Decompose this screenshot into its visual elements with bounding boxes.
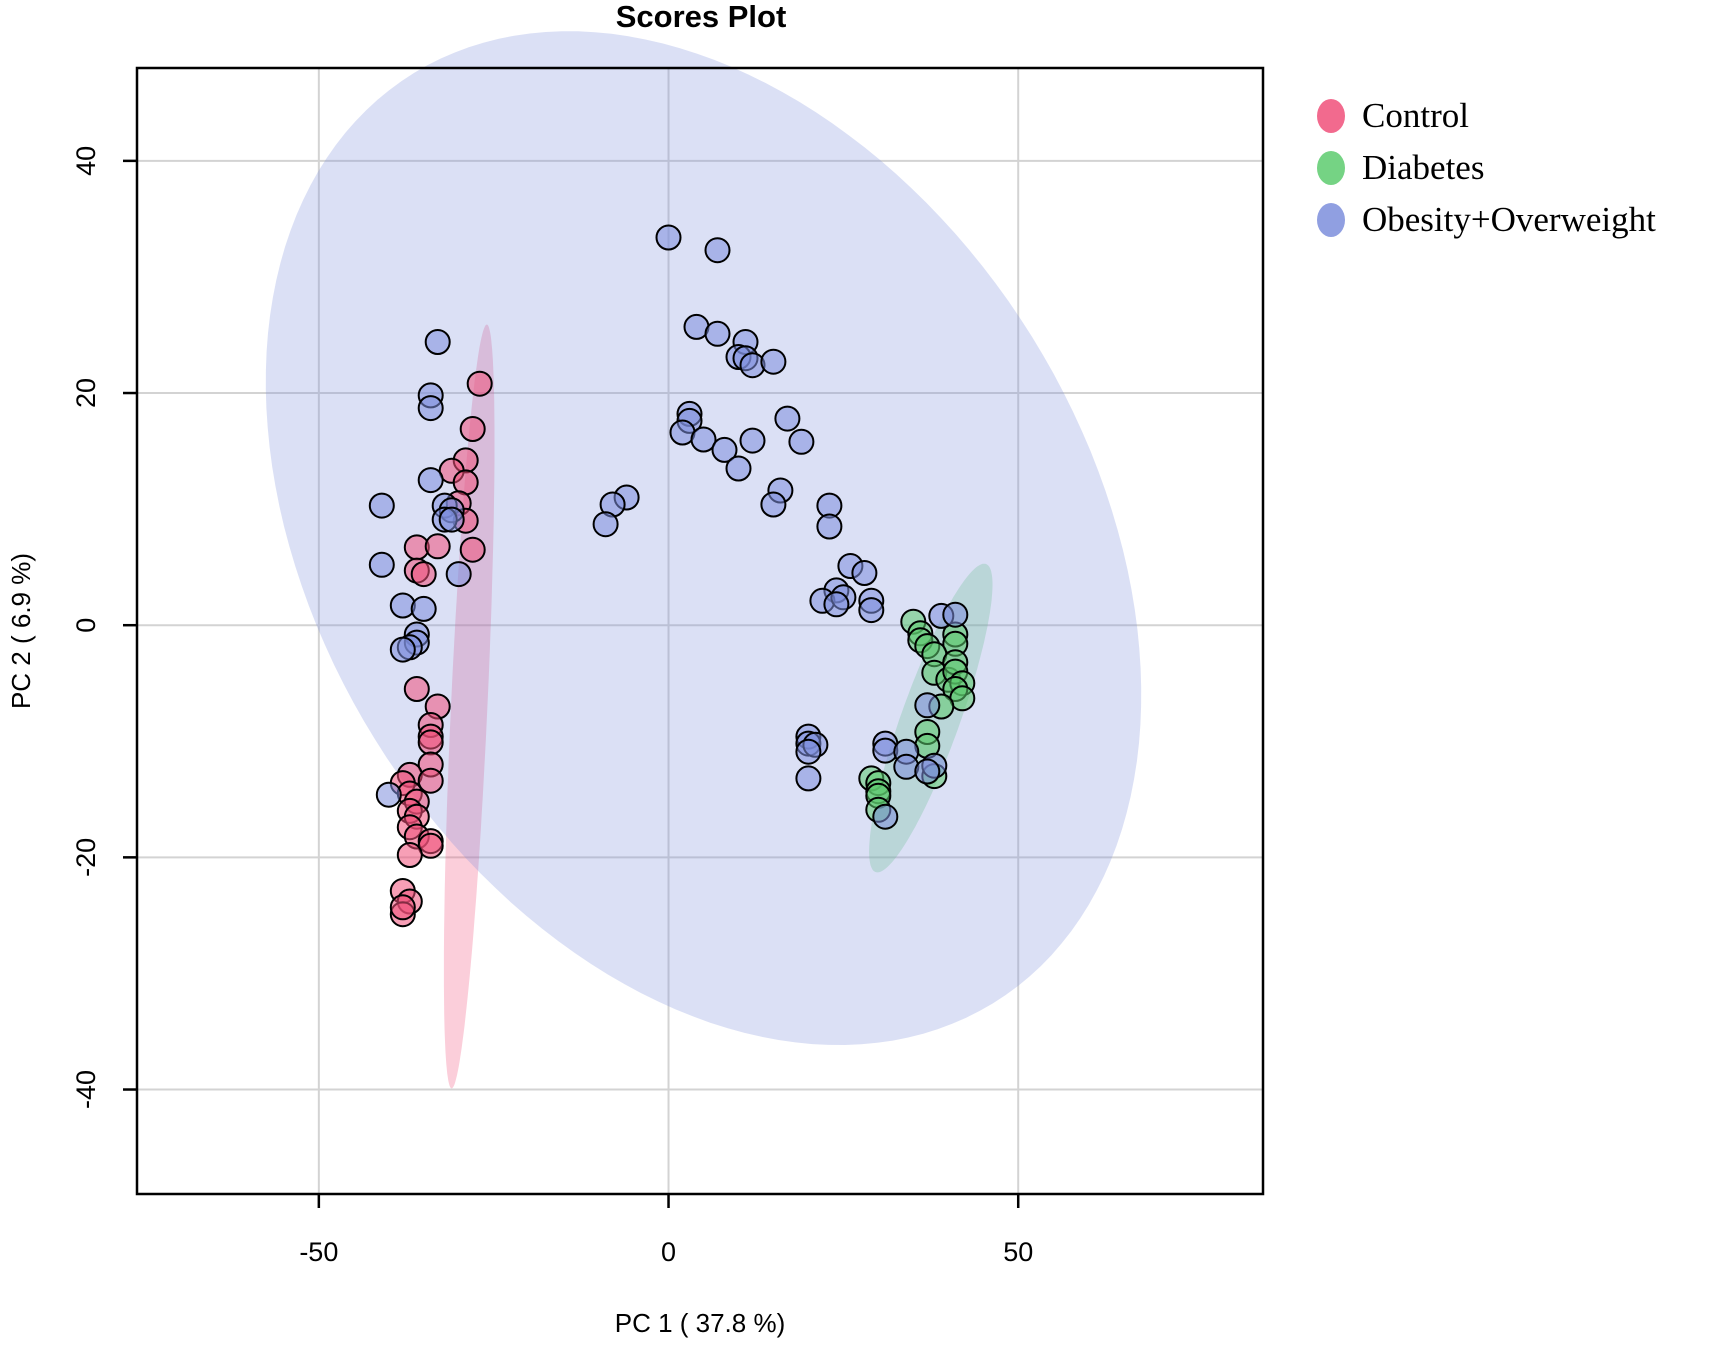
- legend-label-control: Control: [1362, 96, 1469, 135]
- point-obesity-overweight: [816, 513, 843, 540]
- y-tick-label: -40: [71, 1070, 101, 1109]
- point-obesity-overweight: [725, 455, 752, 482]
- point-obesity-overweight: [760, 348, 787, 375]
- point-obesity-overweight: [893, 753, 920, 780]
- point-obesity-overweight: [823, 591, 850, 618]
- point-obesity-overweight: [711, 436, 738, 463]
- point-obesity-overweight: [788, 428, 815, 455]
- point-obesity-overweight: [739, 427, 766, 454]
- point-obesity-overweight: [795, 738, 822, 765]
- point-obesity-overweight: [655, 224, 682, 251]
- grid-layer: [137, 68, 1263, 1194]
- x-tick-label: -50: [299, 1237, 338, 1267]
- x-axis-label: PC 1 ( 37.8 %): [615, 1308, 786, 1338]
- point-control: [417, 729, 444, 756]
- point-obesity-overweight: [872, 803, 899, 830]
- point-obesity-overweight: [410, 595, 437, 622]
- legend-label-diabetes: Diabetes: [1362, 148, 1484, 187]
- point-obesity-overweight: [438, 506, 465, 533]
- point-obesity-overweight: [774, 405, 801, 432]
- point-obesity-overweight: [942, 601, 969, 628]
- point-control: [459, 416, 486, 442]
- point-obesity-overweight: [914, 758, 941, 785]
- point-obesity-overweight: [690, 426, 717, 453]
- legend-swatch-diabetes: [1317, 151, 1345, 185]
- point-obesity-overweight: [368, 551, 395, 578]
- chart-title: Scores Plot: [616, 0, 787, 34]
- point-obesity-overweight: [858, 597, 885, 624]
- x-tick-label: 0: [661, 1237, 676, 1267]
- point-obesity-overweight: [851, 560, 878, 586]
- point-obesity-overweight: [424, 329, 451, 355]
- point-obesity-overweight: [704, 320, 731, 347]
- y-tick-label: -20: [71, 838, 101, 877]
- point-control: [417, 767, 444, 794]
- legend-swatch-control: [1317, 99, 1345, 133]
- y-tick-label: 40: [71, 146, 101, 176]
- axis-ticks: -50 0 50 -40 -20 0 20 40: [71, 146, 1033, 1267]
- data-points: [368, 224, 976, 928]
- point-control: [396, 842, 423, 868]
- point-obesity-overweight: [417, 467, 444, 494]
- ellipse-obesity-overweight: [265, 31, 1142, 1046]
- point-control: [403, 676, 430, 702]
- plot-frame: [135, 66, 1265, 1196]
- point-obesity-overweight: [795, 765, 822, 792]
- point-obesity-overweight: [417, 395, 444, 422]
- legend-label-obesity-overweight: Obesity+Overweight: [1362, 200, 1656, 239]
- ellipse-control: [443, 324, 495, 1089]
- point-obesity-overweight: [368, 492, 395, 519]
- point-control: [424, 533, 451, 560]
- legend: Control Diabetes Obesity+Overweight: [1317, 96, 1656, 239]
- y-axis-label: PC 2 ( 6.9 %): [6, 553, 36, 709]
- point-obesity-overweight: [445, 561, 472, 588]
- point-obesity-overweight: [375, 781, 402, 808]
- point-obesity-overweight: [389, 636, 416, 663]
- point-control: [459, 536, 486, 563]
- point-control: [410, 561, 437, 588]
- point-obesity-overweight: [760, 491, 787, 518]
- confidence-ellipses: [265, 31, 1142, 1089]
- y-tick-label: 20: [71, 378, 101, 408]
- point-obesity-overweight: [592, 511, 619, 538]
- point-control: [466, 370, 493, 397]
- x-tick-label: 50: [1003, 1237, 1033, 1267]
- point-obesity-overweight: [914, 692, 941, 719]
- y-tick-label: 0: [71, 618, 101, 633]
- point-control: [389, 894, 416, 921]
- legend-swatch-obesity-overweight: [1317, 203, 1345, 237]
- point-obesity-overweight: [704, 237, 731, 264]
